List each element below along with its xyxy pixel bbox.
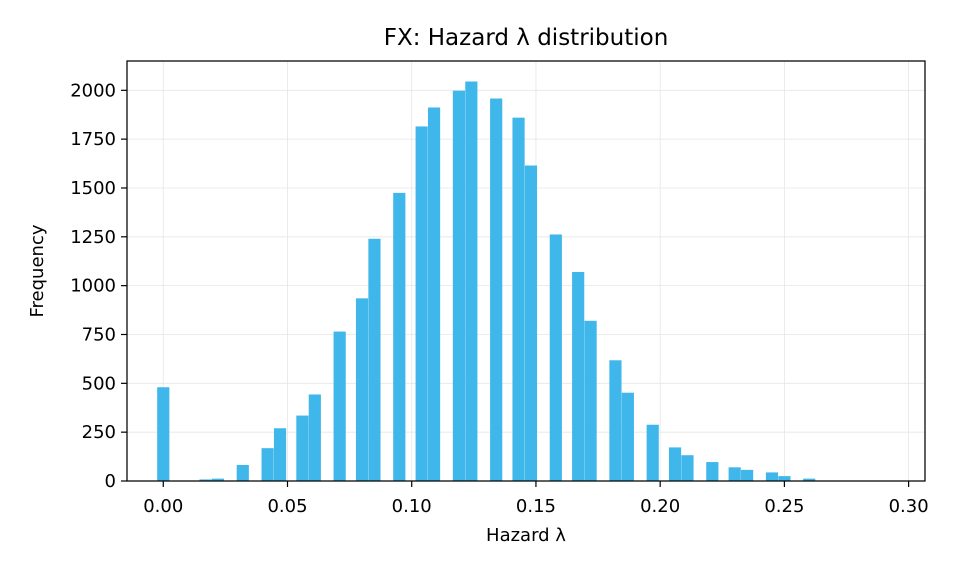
histogram-bar: [296, 415, 309, 481]
histogram-bar: [512, 117, 525, 482]
histogram-bar: [199, 479, 212, 481]
histogram-bar: [393, 192, 406, 481]
histogram-bar: [668, 447, 682, 481]
histogram-bar: [706, 462, 719, 481]
histogram-bar: [728, 467, 741, 481]
bars-layer: [157, 81, 816, 482]
y-axis: 0 250 500 750 1000 1250 1500 1750 2000: [70, 80, 127, 492]
y-tick-label: 1750: [70, 129, 116, 150]
x-axis-label: Hazard λ: [486, 525, 566, 546]
histogram-bar: [584, 320, 597, 481]
histogram-bar: [452, 90, 466, 481]
histogram-bar: [609, 360, 622, 481]
y-tick-label: 1500: [70, 178, 116, 199]
histogram-bar: [333, 331, 346, 481]
y-tick-label: 750: [82, 324, 116, 345]
histogram-bar: [524, 165, 538, 481]
histogram-bar: [261, 448, 274, 481]
y-tick-label: 1000: [70, 276, 116, 297]
histogram-bar: [308, 394, 321, 481]
y-tick-label: 2000: [70, 80, 116, 101]
histogram-bar: [778, 476, 791, 481]
y-tick-label: 0: [105, 471, 116, 492]
histogram-bar: [621, 392, 634, 481]
histogram-bar: [549, 234, 562, 481]
y-tick-label: 1250: [70, 227, 116, 248]
x-axis: 0.00 0.05 0.10 0.15 0.20 0.25 0.30: [143, 481, 929, 517]
histogram-bar: [211, 478, 225, 481]
x-tick-label: 0.10: [392, 496, 432, 517]
histogram-bar: [572, 271, 585, 481]
chart-title: FX: Hazard λ distribution: [384, 25, 669, 51]
x-tick-label: 0.05: [267, 496, 307, 517]
x-tick-label: 0.20: [640, 496, 680, 517]
histogram-bar: [490, 98, 503, 482]
y-axis-label: Frequency: [27, 224, 48, 317]
histogram-bar: [157, 387, 170, 481]
x-tick-label: 0.25: [764, 496, 804, 517]
y-tick-label: 500: [82, 373, 116, 394]
x-tick-label: 0.30: [889, 496, 929, 517]
histogram-bar: [741, 469, 754, 481]
histogram-bar: [646, 424, 659, 481]
histogram-bar: [415, 126, 428, 481]
y-tick-label: 250: [82, 422, 116, 443]
histogram-bar: [765, 472, 779, 481]
histogram-bar: [236, 464, 249, 481]
histogram-bar: [427, 107, 441, 481]
histogram-bar: [368, 238, 381, 481]
x-tick-label: 0.00: [143, 496, 183, 517]
plot-frame: [126, 60, 926, 482]
histogram-bar: [681, 455, 694, 481]
x-tick-label: 0.15: [516, 496, 556, 517]
histogram-bar: [273, 428, 287, 481]
histogram-bar: [465, 81, 478, 481]
histogram-bar: [355, 298, 369, 481]
histogram-bar: [803, 478, 816, 481]
